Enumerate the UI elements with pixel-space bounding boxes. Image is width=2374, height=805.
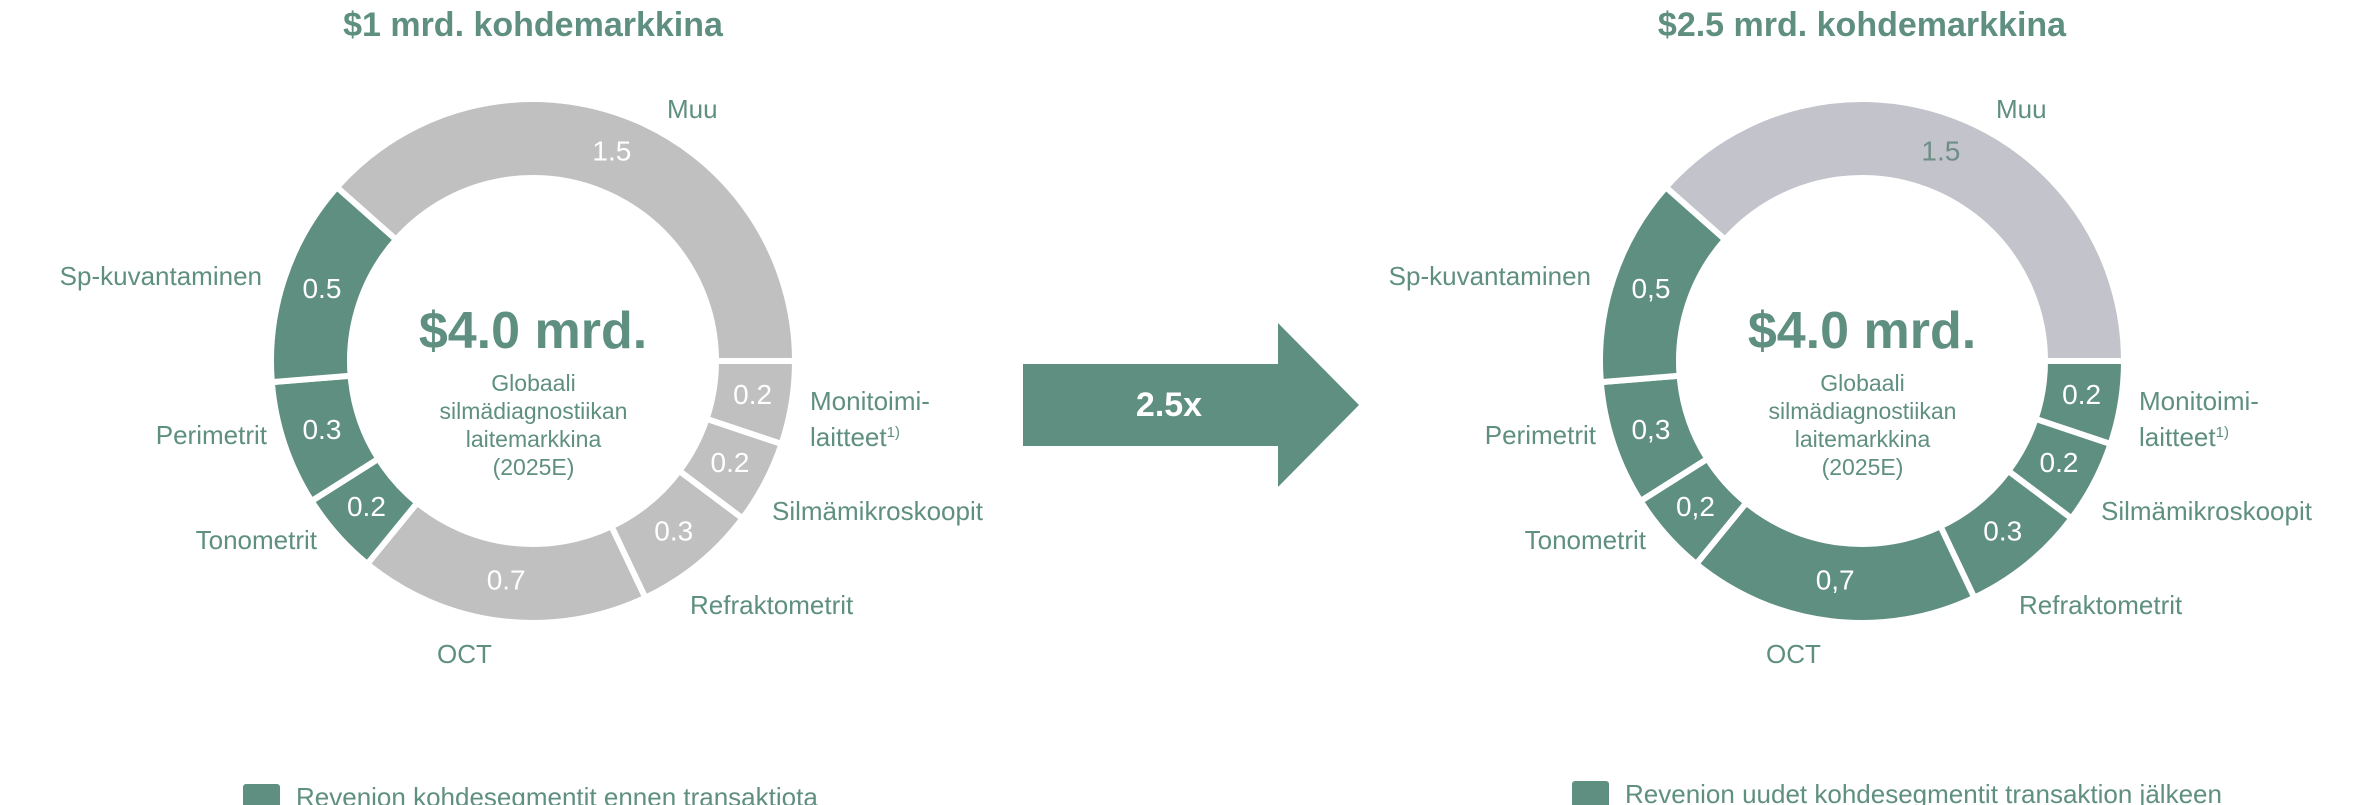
value-label: 0.2 bbox=[347, 491, 386, 522]
legend-swatch bbox=[243, 783, 280, 805]
category-label: Tonometrit bbox=[196, 525, 317, 556]
category-label: Sp-kuvantaminen bbox=[1389, 261, 1591, 292]
category-label: Monitoimi-laitteet1) bbox=[2139, 386, 2289, 453]
value-label: 0.2 bbox=[2040, 447, 2079, 478]
value-label: 0.7 bbox=[487, 564, 526, 595]
center-title: $4.0 mrd. bbox=[1747, 302, 1977, 360]
category-text: Silmämikroskoopit bbox=[2101, 496, 2312, 526]
value-label: 0.2 bbox=[711, 447, 750, 478]
category-text: Monitoimi-laitteet bbox=[810, 386, 930, 452]
category-label: Perimetrit bbox=[156, 420, 267, 451]
category-label: Refraktometrit bbox=[690, 590, 853, 621]
category-text: Muu bbox=[1996, 94, 2047, 124]
value-label: 0.3 bbox=[1983, 516, 2022, 547]
footnote-mark: 1) bbox=[2215, 424, 2229, 441]
category-text: Perimetrit bbox=[155, 420, 267, 450]
value-label: 0.3 bbox=[654, 516, 693, 547]
category-text: Sp-kuvantaminen bbox=[59, 261, 262, 291]
donut-segment bbox=[363, 498, 650, 626]
category-label: Tonometrit bbox=[1525, 525, 1646, 556]
value-label: 0,2 bbox=[1676, 491, 1715, 522]
category-text: Refraktometrit bbox=[690, 590, 854, 620]
legend-swatch bbox=[1572, 780, 1609, 805]
value-label: 0.2 bbox=[2062, 379, 2101, 410]
category-text: Refraktometrit bbox=[2019, 590, 2183, 620]
value-label: 1.5 bbox=[1921, 135, 1960, 166]
value-label: 0,3 bbox=[1631, 414, 1670, 445]
category-label: Silmämikroskoopit bbox=[2101, 496, 2312, 527]
donut-segment bbox=[332, 96, 799, 364]
legend: Revenion uudet kohdesegmentit transaktio… bbox=[1572, 779, 2222, 805]
footnote-mark: 1) bbox=[886, 424, 900, 441]
category-label: Sp-kuvantaminen bbox=[60, 261, 262, 292]
category-text: Monitoimi-laitteet bbox=[2139, 386, 2259, 452]
category-label: OCT bbox=[437, 639, 492, 670]
category-text: Sp-kuvantaminen bbox=[1388, 261, 1591, 291]
category-text: Tonometrit bbox=[1524, 525, 1646, 555]
category-label: Perimetrit bbox=[1485, 420, 1596, 451]
category-text: Perimetrit bbox=[1484, 420, 1596, 450]
value-label: 0,5 bbox=[1631, 273, 1670, 304]
category-text: Tonometrit bbox=[195, 525, 317, 555]
category-label: Silmämikroskoopit bbox=[772, 496, 983, 527]
donut-segment bbox=[1597, 183, 1730, 386]
category-label: OCT bbox=[1766, 639, 1821, 670]
center-title: $4.0 mrd. bbox=[418, 302, 648, 360]
chart-title: $1 mrd. kohdemarkkina bbox=[343, 6, 723, 44]
value-label: 0.5 bbox=[302, 273, 341, 304]
legend-label: Revenion kohdesegmentit ennen transaktio… bbox=[296, 782, 818, 805]
category-label: Monitoimi-laitteet1) bbox=[810, 386, 960, 453]
value-label: 0,7 bbox=[1816, 564, 1855, 595]
center-subtitle: Globaali silmädiagnostiikan laitemarkkin… bbox=[439, 370, 628, 480]
legend: Revenion kohdesegmentit ennen transaktio… bbox=[243, 782, 818, 805]
category-text: Silmämikroskoopit bbox=[772, 496, 983, 526]
donut-segment bbox=[268, 183, 401, 386]
arrow bbox=[1023, 323, 1359, 487]
category-text: OCT bbox=[437, 639, 492, 669]
chart-title: $2.5 mrd. kohdemarkkina bbox=[1657, 6, 2067, 44]
category-text: Muu bbox=[667, 94, 718, 124]
value-label: 0.2 bbox=[733, 379, 772, 410]
arrow-label: 2.5x bbox=[1136, 386, 1202, 424]
donut-segment bbox=[1692, 498, 1979, 626]
value-label: 1.5 bbox=[592, 135, 631, 166]
category-label: Refraktometrit bbox=[2019, 590, 2182, 621]
category-label: Muu bbox=[667, 94, 718, 125]
category-label: Muu bbox=[1996, 94, 2047, 125]
center-subtitle: Globaali silmädiagnostiikan laitemarkkin… bbox=[1768, 370, 1957, 480]
legend-label: Revenion uudet kohdesegmentit transaktio… bbox=[1625, 779, 2222, 805]
donut-segment bbox=[1661, 96, 2128, 364]
category-text: OCT bbox=[1766, 639, 1821, 669]
value-label: 0.3 bbox=[302, 414, 341, 445]
